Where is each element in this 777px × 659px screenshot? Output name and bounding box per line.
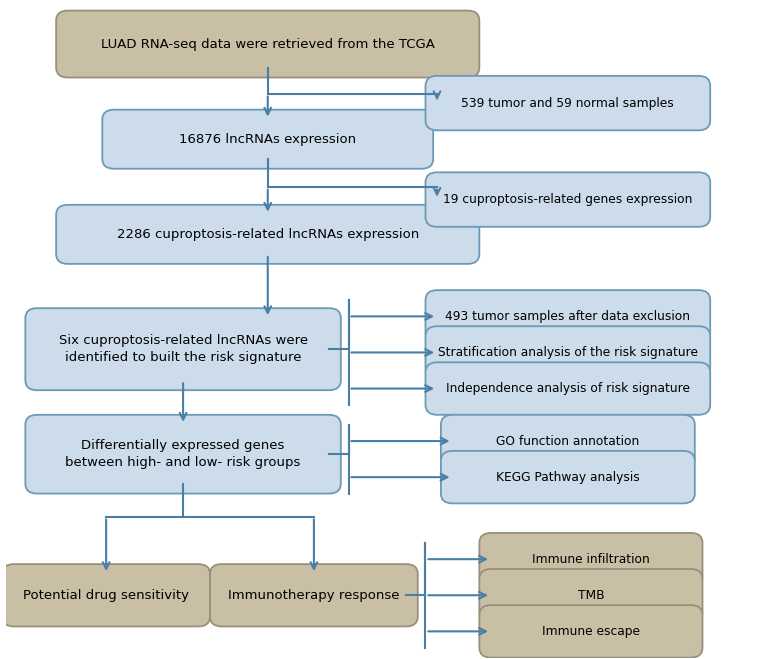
- Text: 19 cuproptosis-related genes expression: 19 cuproptosis-related genes expression: [443, 193, 692, 206]
- Text: Potential drug sensitivity: Potential drug sensitivity: [23, 588, 189, 602]
- FancyBboxPatch shape: [26, 308, 341, 390]
- Text: 493 tumor samples after data exclusion: 493 tumor samples after data exclusion: [445, 310, 690, 323]
- Text: 539 tumor and 59 normal samples: 539 tumor and 59 normal samples: [462, 97, 674, 109]
- Text: KEGG Pathway analysis: KEGG Pathway analysis: [496, 471, 639, 484]
- Text: TMB: TMB: [577, 588, 605, 602]
- Text: Stratification analysis of the risk signature: Stratification analysis of the risk sign…: [438, 346, 698, 359]
- FancyBboxPatch shape: [426, 76, 710, 130]
- FancyBboxPatch shape: [479, 605, 702, 658]
- Text: Independence analysis of risk signature: Independence analysis of risk signature: [446, 382, 690, 395]
- FancyBboxPatch shape: [426, 173, 710, 227]
- FancyBboxPatch shape: [441, 451, 695, 503]
- FancyBboxPatch shape: [479, 533, 702, 585]
- Text: Immune infiltration: Immune infiltration: [532, 553, 650, 565]
- FancyBboxPatch shape: [426, 326, 710, 379]
- Text: Six cuproptosis-related lncRNAs were
identified to built the risk signature: Six cuproptosis-related lncRNAs were ide…: [58, 334, 308, 364]
- Text: Differentially expressed genes
between high- and low- risk groups: Differentially expressed genes between h…: [65, 439, 301, 469]
- FancyBboxPatch shape: [56, 205, 479, 264]
- Text: 2286 cuproptosis-related lncRNAs expression: 2286 cuproptosis-related lncRNAs express…: [117, 228, 419, 241]
- Text: GO function annotation: GO function annotation: [497, 434, 639, 447]
- FancyBboxPatch shape: [26, 415, 341, 494]
- Text: Immune escape: Immune escape: [542, 625, 640, 638]
- FancyBboxPatch shape: [426, 362, 710, 415]
- Text: Immunotherapy response: Immunotherapy response: [228, 588, 399, 602]
- FancyBboxPatch shape: [56, 11, 479, 78]
- FancyBboxPatch shape: [479, 569, 702, 621]
- FancyBboxPatch shape: [426, 290, 710, 343]
- FancyBboxPatch shape: [2, 564, 210, 627]
- FancyBboxPatch shape: [103, 109, 434, 169]
- Text: 16876 lncRNAs expression: 16876 lncRNAs expression: [179, 132, 357, 146]
- FancyBboxPatch shape: [441, 415, 695, 467]
- Text: LUAD RNA-seq data were retrieved from the TCGA: LUAD RNA-seq data were retrieved from th…: [101, 38, 434, 51]
- FancyBboxPatch shape: [210, 564, 418, 627]
